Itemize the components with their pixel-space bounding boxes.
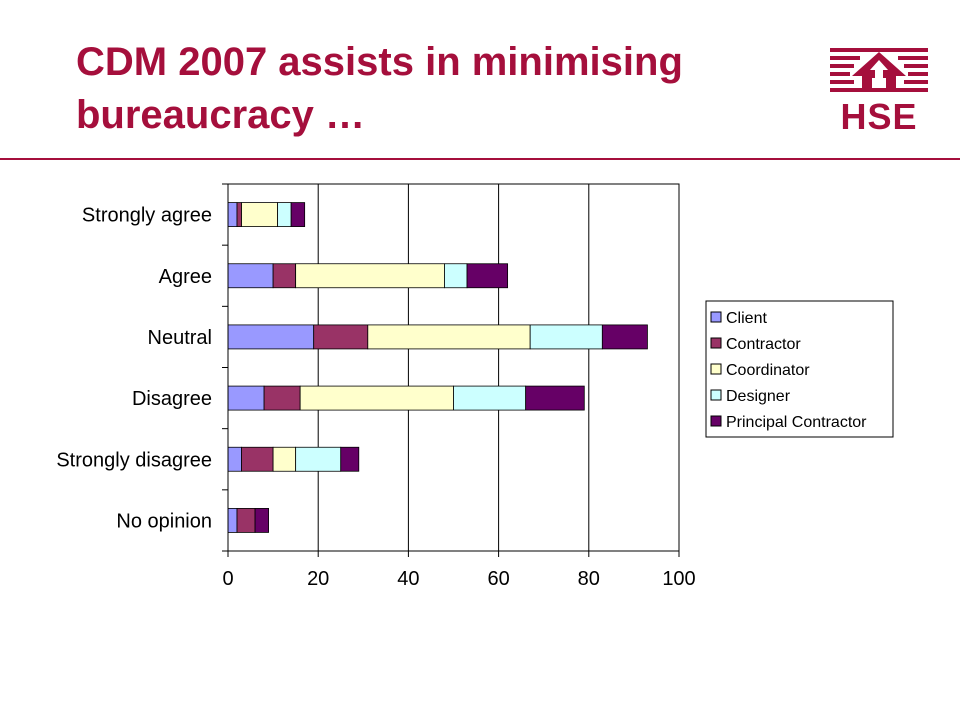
hse-logo-text: HSE: [840, 96, 918, 137]
bar-segment: [227, 508, 238, 533]
x-tick-label: 100: [662, 568, 695, 590]
legend-box: [705, 300, 894, 438]
bar-segment: [295, 446, 342, 472]
grid-lines: [227, 183, 680, 552]
bar-segment: [340, 446, 360, 472]
bar-segment: [466, 263, 509, 289]
legend-swatch: [710, 337, 722, 349]
x-tick-label: 60: [487, 568, 509, 590]
legend-swatch: [710, 415, 722, 427]
x-tick-label: 20: [307, 568, 329, 590]
bar-segment: [241, 446, 274, 472]
bar-segment: [444, 263, 468, 289]
bar-segment: [272, 446, 297, 472]
legend-swatch: [710, 389, 722, 401]
bar-segment: [227, 202, 238, 227]
x-tick-label: 40: [397, 568, 419, 590]
legend-label: Designer: [726, 388, 791, 405]
bar-segment: [525, 385, 585, 411]
legend-label: Contractor: [726, 336, 801, 353]
bar-segment: [295, 263, 445, 289]
bar-segment: [236, 508, 256, 533]
bar-segment: [529, 324, 603, 350]
bar-segment: [277, 202, 292, 227]
x-tick-label: 0: [222, 568, 233, 590]
legend: Client Contractor Coordinator Designer Princ…: [705, 300, 894, 438]
bar-segment: [227, 446, 242, 472]
bar-segment: [254, 508, 269, 533]
y-tick-label: Strongly disagree: [56, 449, 212, 471]
y-tick-label: Disagree: [132, 388, 212, 410]
legend-swatch: [710, 311, 722, 323]
bar-segment: [263, 385, 301, 411]
legend-swatch: [710, 363, 722, 375]
bar-segment: [299, 385, 454, 411]
plot-area: [227, 183, 680, 552]
axes: 0 20 40 60 80 100 Strongly agree Agree Neutral Di…: [56, 183, 696, 590]
x-tick-label: 80: [578, 568, 600, 590]
legend-label: Coordinator: [726, 362, 810, 379]
legend-label: Principal Contractor: [726, 414, 867, 431]
bar-segment: [236, 202, 242, 227]
bar-segment: [313, 324, 369, 350]
slide-title: CDM 2007 assists in minimising bureaucra…: [76, 40, 683, 137]
bar-segment: [453, 385, 527, 411]
bar-group: [227, 202, 648, 533]
bar-segment: [601, 324, 648, 350]
bar-segment: [290, 202, 306, 227]
legend-label: Client: [726, 310, 767, 327]
bar-segment: [241, 202, 279, 227]
bar-segment: [367, 324, 531, 350]
bar-segment: [227, 324, 315, 350]
y-tick-label: Neutral: [148, 327, 212, 349]
bar-segment: [227, 385, 265, 411]
y-tick-label: Agree: [159, 266, 212, 288]
y-tick-label: No opinion: [116, 510, 212, 532]
title-divider: [0, 158, 960, 160]
hse-logo-icon: [830, 48, 928, 92]
y-tick-label: Strongly agree: [82, 205, 212, 227]
bar-segment: [272, 263, 297, 289]
bar-segment: [227, 263, 274, 289]
